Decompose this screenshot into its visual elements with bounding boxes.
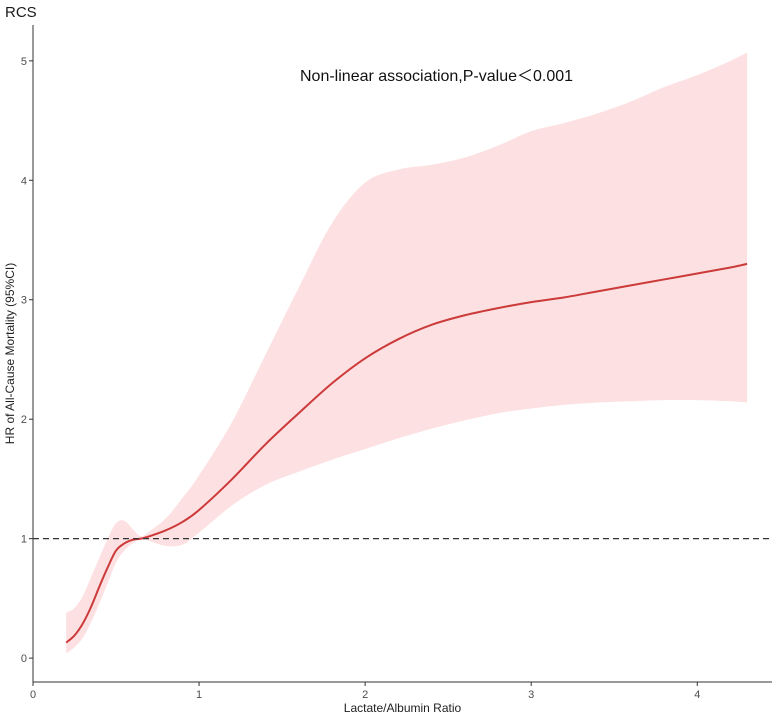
x-tick-label: 4: [694, 689, 700, 701]
hr-curve: [65, 262, 748, 644]
y-tick-label: 0: [21, 653, 27, 665]
x-tick-label: 2: [362, 689, 368, 701]
y-tick-label: 3: [21, 295, 27, 307]
x-tick-label: 1: [196, 689, 202, 701]
y-tick-label: 4: [21, 175, 27, 187]
y-axis-label: HR of All-Cause Mortality (95%CI): [3, 263, 17, 444]
plot-area: [33, 52, 772, 654]
y-tick-label: 1: [21, 534, 27, 546]
p-value-annotation: Non-linear association,P-value＜0.001: [300, 68, 573, 85]
x-tick-label: 3: [528, 689, 534, 701]
axes: 0 1 2 3 4 5 0 1 2 3 4: [21, 25, 772, 701]
y-tick-label: 5: [21, 56, 27, 68]
y-tick-label: 2: [21, 414, 27, 426]
x-tick-label: 0: [30, 689, 36, 701]
confidence-band: [66, 52, 748, 654]
x-axis-label: Lactate/Albumin Ratio: [344, 701, 462, 715]
chart-title: RCS: [5, 4, 37, 21]
